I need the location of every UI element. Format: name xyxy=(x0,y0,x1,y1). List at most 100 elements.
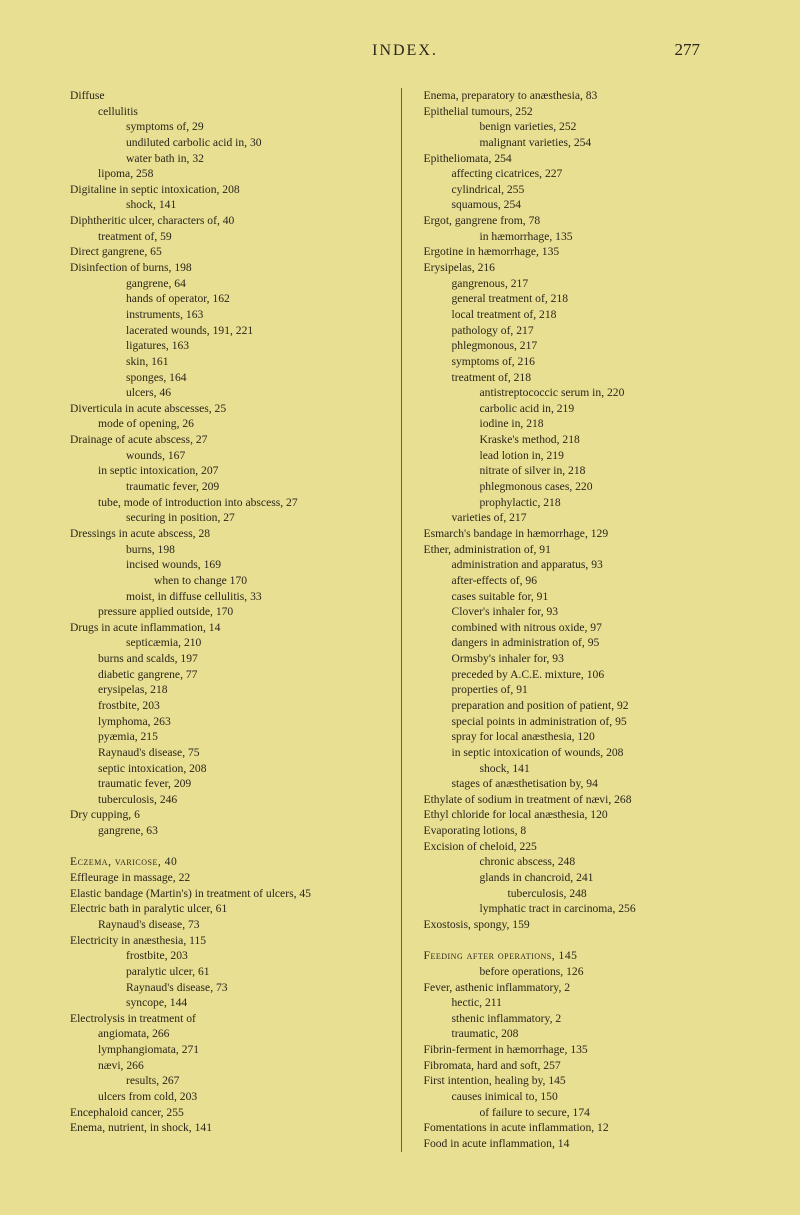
index-entry: moist, in diffuse cellulitis, 33 xyxy=(126,589,387,605)
index-entry: local treatment of, 218 xyxy=(452,307,741,323)
index-entry: septicæmia, 210 xyxy=(126,635,387,651)
index-entry: securing in position, 27 xyxy=(126,510,387,526)
index-entry: hectic, 211 xyxy=(452,995,741,1011)
index-entry: sthenic inflammatory, 2 xyxy=(452,1011,741,1027)
index-entry: Electrolysis in treatment of xyxy=(70,1011,387,1027)
index-entry: preceded by A.C.E. mixture, 106 xyxy=(452,667,741,683)
index-entry: angiomata, 266 xyxy=(98,1026,387,1042)
index-entry: Electricity in anæsthesia, 115 xyxy=(70,933,387,949)
index-entry: Enema, preparatory to anæsthesia, 83 xyxy=(424,88,741,104)
index-entry: phlegmonous, 217 xyxy=(452,338,741,354)
header-title: INDEX. xyxy=(170,42,640,60)
index-entry: Epitheliomata, 254 xyxy=(424,151,741,167)
index-entry: mode of opening, 26 xyxy=(98,416,387,432)
index-entry: frostbite, 203 xyxy=(126,948,387,964)
index-entry: in hæmorrhage, 135 xyxy=(480,229,741,245)
index-entry: Evaporating lotions, 8 xyxy=(424,823,741,839)
index-entry: hands of operator, 162 xyxy=(126,291,387,307)
index-entry: combined with nitrous oxide, 97 xyxy=(452,620,741,636)
index-entry: in septic intoxication of wounds, 208 xyxy=(452,745,741,761)
index-entry: Fever, asthenic inflammatory, 2 xyxy=(424,980,741,996)
index-entry: shock, 141 xyxy=(126,197,387,213)
index-entry: instruments, 163 xyxy=(126,307,387,323)
index-columns: Diffusecellulitissymptoms of, 29undilute… xyxy=(70,88,740,1152)
index-entry: Raynaud's disease, 73 xyxy=(98,917,387,933)
index-entry: paralytic ulcer, 61 xyxy=(126,964,387,980)
index-entry: ulcers, 46 xyxy=(126,385,387,401)
index-entry: undiluted carbolic acid in, 30 xyxy=(126,135,387,151)
index-entry: Excision of cheloid, 225 xyxy=(424,839,741,855)
index-entry: Elastic bandage (Martin's) in treatment … xyxy=(70,886,387,902)
index-entry: cases suitable for, 91 xyxy=(452,589,741,605)
index-entry: Disinfection of burns, 198 xyxy=(70,260,387,276)
index-entry: Feeding after operations, 145 xyxy=(424,948,741,964)
index-entry: Fomentations in acute inflammation, 12 xyxy=(424,1120,741,1136)
index-entry: Ormsby's inhaler for, 93 xyxy=(452,651,741,667)
index-entry: dangers in administration of, 95 xyxy=(452,635,741,651)
index-entry: symptoms of, 29 xyxy=(126,119,387,135)
index-entry: ulcers from cold, 203 xyxy=(98,1089,387,1105)
index-entry: septic intoxication, 208 xyxy=(98,761,387,777)
index-entry: Fibrin-ferment in hæmorrhage, 135 xyxy=(424,1042,741,1058)
index-entry: Direct gangrene, 65 xyxy=(70,244,387,260)
index-entry: when to change 170 xyxy=(154,573,387,589)
index-entry: lymphatic tract in carcinoma, 256 xyxy=(480,901,741,917)
index-entry: tuberculosis, 248 xyxy=(508,886,741,902)
index-entry: Diverticula in acute abscesses, 25 xyxy=(70,401,387,417)
index-entry: Diffuse xyxy=(70,88,387,104)
index-entry: lead lotion in, 219 xyxy=(480,448,741,464)
index-entry: Ergotine in hæmorrhage, 135 xyxy=(424,244,741,260)
index-entry: Dressings in acute abscess, 28 xyxy=(70,526,387,542)
index-entry: symptoms of, 216 xyxy=(452,354,741,370)
index-entry: before operations, 126 xyxy=(480,964,741,980)
index-entry: general treatment of, 218 xyxy=(452,291,741,307)
index-entry: burns, 198 xyxy=(126,542,387,558)
index-entry: burns and scalds, 197 xyxy=(98,651,387,667)
index-entry xyxy=(70,839,387,855)
index-entry xyxy=(424,933,741,949)
index-entry: water bath in, 32 xyxy=(126,151,387,167)
index-entry: lacerated wounds, 191, 221 xyxy=(126,323,387,339)
index-entry: traumatic fever, 209 xyxy=(98,776,387,792)
index-entry: Exostosis, spongy, 159 xyxy=(424,917,741,933)
index-entry: Dry cupping, 6 xyxy=(70,807,387,823)
index-entry: Effleurage in massage, 22 xyxy=(70,870,387,886)
index-entry: malignant varieties, 254 xyxy=(480,135,741,151)
index-entry: tuberculosis, 246 xyxy=(98,792,387,808)
index-entry: pyæmia, 215 xyxy=(98,729,387,745)
index-entry: benign varieties, 252 xyxy=(480,119,741,135)
page-header: INDEX. 277 xyxy=(70,40,740,60)
index-entry: Clover's inhaler for, 93 xyxy=(452,604,741,620)
index-entry: gangrenous, 217 xyxy=(452,276,741,292)
index-entry: Drainage of acute abscess, 27 xyxy=(70,432,387,448)
right-column: Enema, preparatory to anæsthesia, 83 Epit… xyxy=(420,88,741,1152)
index-entry: treatment of, 59 xyxy=(98,229,387,245)
index-entry: properties of, 91 xyxy=(452,682,741,698)
index-entry: prophylactic, 218 xyxy=(480,495,741,511)
page-number: 277 xyxy=(640,40,700,60)
index-entry: Diphtheritic ulcer, characters of, 40 xyxy=(70,213,387,229)
index-entry: spray for local anæsthesia, 120 xyxy=(452,729,741,745)
index-entry: Drugs in acute inflammation, 14 xyxy=(70,620,387,636)
index-entry: chronic abscess, 248 xyxy=(480,854,741,870)
index-entry: iodine in, 218 xyxy=(480,416,741,432)
index-entry: stages of anæsthetisation by, 94 xyxy=(452,776,741,792)
index-entry: Food in acute inflammation, 14 xyxy=(424,1136,741,1152)
index-entry: administration and apparatus, 93 xyxy=(452,557,741,573)
index-entry: cellulitis xyxy=(98,104,387,120)
index-entry: lymphangiomata, 271 xyxy=(98,1042,387,1058)
index-entry: glands in chancroid, 241 xyxy=(480,870,741,886)
index-entry: squamous, 254 xyxy=(452,197,741,213)
index-entry: of failure to secure, 174 xyxy=(480,1105,741,1121)
index-entry: affecting cicatrices, 227 xyxy=(452,166,741,182)
index-entry: Ether, administration of, 91 xyxy=(424,542,741,558)
index-entry: Kraske's method, 218 xyxy=(480,432,741,448)
index-entry: frostbite, 203 xyxy=(98,698,387,714)
index-entry: varieties of, 217 xyxy=(452,510,741,526)
index-entry: treatment of, 218 xyxy=(452,370,741,386)
index-entry: Enema, nutrient, in shock, 141 xyxy=(70,1120,387,1136)
index-entry: traumatic, 208 xyxy=(452,1026,741,1042)
index-entry: incised wounds, 169 xyxy=(126,557,387,573)
index-entry: after-effects of, 96 xyxy=(452,573,741,589)
index-entry: pressure applied outside, 170 xyxy=(98,604,387,620)
